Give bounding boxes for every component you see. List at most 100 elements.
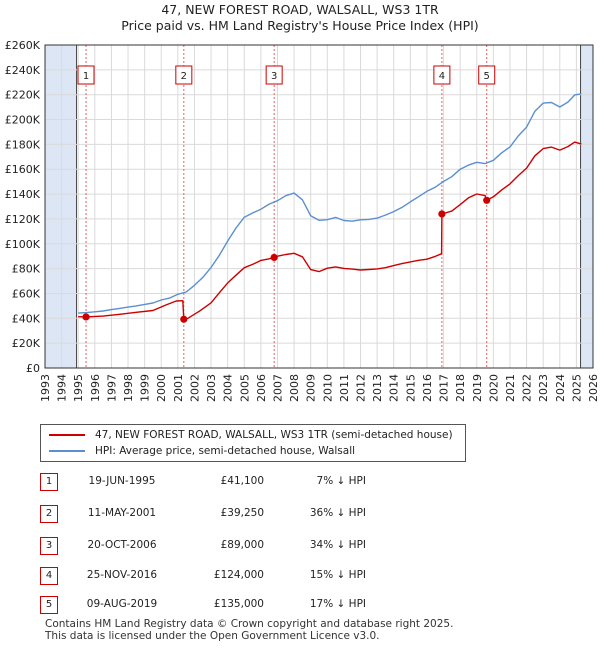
sale-marker-box [77,65,95,85]
plot-background [45,45,593,368]
x-tick-label: 2012 [355,374,368,402]
sale-marker-box [433,65,451,85]
legend-label-property: 47, NEW FOREST ROAD, WALSALL, WS3 1TR (s… [95,429,453,441]
sale-point [438,210,446,218]
x-tick-label: 1993 [39,374,52,402]
sale-marker-box [175,65,193,85]
price-chart: 1 2 3 4 5 £0 £20K £40K £60K £80K £100K £120K £140K £… [5,39,600,402]
x-tick-label: 1994 [56,374,69,402]
x-tick-label: 2010 [321,374,334,402]
sale-date: 09-AUG-2019 [86,598,158,610]
sale-price: £39,250 [220,507,264,519]
x-tick-label: 2009 [305,374,318,402]
y-tick-label: £0 [26,362,40,375]
x-tick-label: 2025 [570,374,583,402]
sale-hpi-diff: 17% ↓ HPI [309,598,366,610]
sale-marker-label: 1 [83,71,89,82]
legend-swatch-property [49,434,85,436]
y-tick-label: £160K [5,163,41,176]
sale-date: 11-MAY-2001 [87,507,157,519]
chart-subtitle: Price paid vs. HM Land Registry's House … [121,18,479,33]
shaded-region [45,45,77,368]
sale-point [82,313,90,321]
sale-point [483,196,491,204]
sale-price: £41,100 [220,475,264,487]
x-tick-label: 1995 [72,374,85,402]
hpi-line [78,93,582,314]
sale-marker-box [265,65,283,85]
y-tick-label: £80K [12,263,41,276]
legend-item-property: 47, NEW FOREST ROAD, WALSALL, WS3 1TR (s… [49,427,453,443]
sale-marker-label: 3 [271,71,277,82]
x-tick-label: 1997 [105,374,118,402]
y-tick-label: £40K [12,312,41,325]
x-tick-label: 2019 [471,374,484,402]
sale-marker-box [478,65,496,85]
x-tick-label: 2014 [388,374,401,402]
sale-hpi-diff: 34% ↓ HPI [309,539,366,551]
sale-point [270,253,278,262]
y-tick-label: £120K [5,213,41,226]
sale-number-badge: 2 [40,505,58,523]
x-tick-label: 2023 [537,374,550,402]
y-tick-label: £220K [5,89,41,102]
sale-date: 20-OCT-2006 [87,539,157,551]
x-tick-label: 2005 [238,374,251,402]
x-tick-label: 2018 [454,374,467,402]
legend-label-hpi: HPI: Average price, semi-detached house,… [95,445,356,457]
y-tick-label: £180K [5,138,41,151]
x-tick-label: 2003 [205,374,218,402]
sale-number-badge: 3 [40,537,58,555]
sale-marker-label: 5 [484,71,490,82]
x-tick-label: 2004 [222,374,235,402]
footer-line-1: Contains HM Land Registry data © Crown c… [45,618,454,630]
legend-swatch-hpi [49,450,85,452]
y-tick-label: £260K [5,39,41,52]
sale-hpi-diff: 15% ↓ HPI [309,569,366,581]
y-tick-label: £240K [5,64,41,77]
sale-marker-label: 4 [439,71,445,82]
x-tick-label: 2017 [438,374,451,402]
sale-hpi-diff: 7% ↓ HPI [316,475,366,487]
legend: 47, NEW FOREST ROAD, WALSALL, WS3 1TR (s… [40,424,466,462]
sale-number-badge: 1 [40,473,58,491]
footer-attribution: Contains HM Land Registry data © Crown c… [45,618,453,642]
x-tick-label: 2021 [504,374,517,402]
sale-price: £89,000 [220,539,264,551]
x-tick-label: 2008 [288,374,301,402]
x-tick-label: 2000 [155,374,168,402]
footer-line-2: This data is licensed under the Open Gov… [45,630,380,642]
sale-date: 19-JUN-1995 [88,475,156,487]
sale-number-badge: 5 [40,596,58,614]
sale-date: 25-NOV-2016 [86,569,158,581]
x-tick-label: 2006 [255,374,268,402]
sale-price: £124,000 [213,569,264,581]
plot-frame [44,44,594,369]
y-tick-label: £60K [12,287,41,300]
x-tick-label: 2002 [188,374,201,402]
sale-point [180,315,188,323]
x-tick-label: 2016 [421,374,434,402]
x-tick-label: 2026 [587,374,600,402]
x-tick-label: 2007 [271,374,284,402]
y-tick-label: £140K [5,188,41,201]
x-tick-label: 2024 [554,374,567,402]
x-tick-label: 2011 [338,374,351,402]
x-tick-label: 2020 [487,374,500,402]
sale-price: £135,000 [213,598,264,610]
x-tick-label: 1998 [122,374,135,402]
chart-title: 47, NEW FOREST ROAD, WALSALL, WS3 1TR [161,2,439,17]
sale-number-badge: 4 [40,567,58,585]
y-tick-label: £100K [5,238,41,251]
x-tick-label: 2015 [404,374,417,402]
y-tick-label: £20K [12,337,41,350]
shaded-region [580,45,593,368]
x-tick-label: 2022 [521,374,534,402]
y-tick-label: £200K [5,114,41,127]
x-tick-label: 2001 [172,374,185,402]
x-tick-label: 2013 [371,374,384,402]
sale-marker-label: 2 [181,71,187,82]
x-tick-label: 1996 [89,374,102,402]
legend-item-hpi: HPI: Average price, semi-detached house,… [49,443,355,459]
property-price-line [78,141,582,320]
